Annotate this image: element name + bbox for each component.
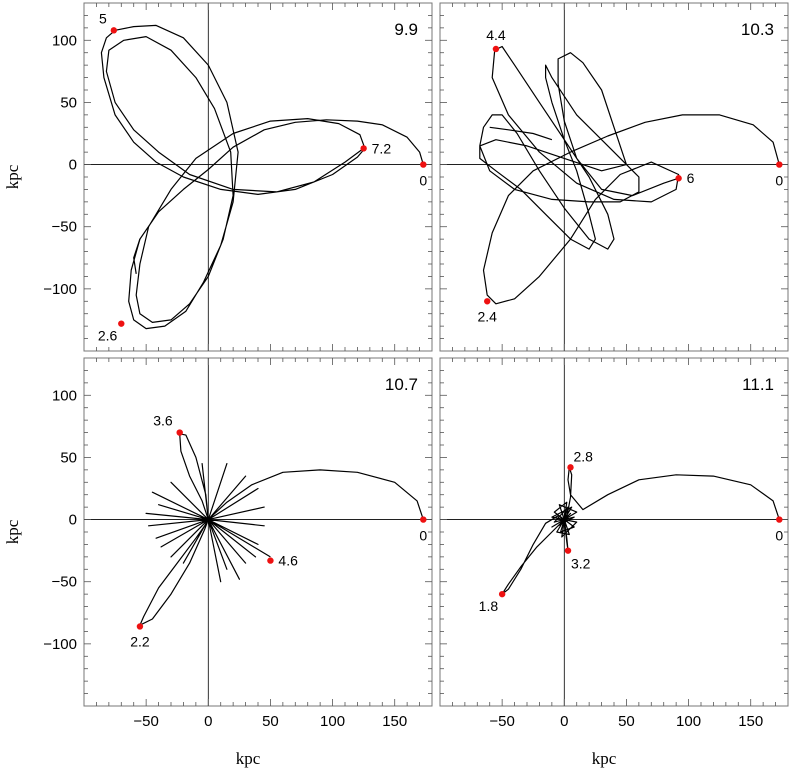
- time-marker: [498, 590, 506, 598]
- time-marker-label: 0: [775, 173, 783, 189]
- time-marker: [776, 516, 783, 523]
- x-tick-label: 100: [676, 713, 701, 730]
- x-tick-label: 0: [560, 713, 568, 730]
- y-tick-label: −100: [43, 281, 77, 298]
- time-marker-label: 1.8: [479, 598, 499, 614]
- time-marker: [564, 547, 572, 554]
- x-tick-label: 0: [204, 713, 212, 730]
- y-tick-label: 0: [69, 512, 77, 529]
- time-marker: [492, 45, 500, 53]
- orbit-line: [100, 24, 424, 330]
- x-tick-label: 50: [262, 713, 279, 730]
- panel-frame: [439, 357, 789, 707]
- time-marker: [567, 464, 574, 471]
- time-marker-label: 0: [419, 528, 427, 544]
- time-marker-label: 4.4: [486, 27, 506, 43]
- panel-2: 10.3 0 6 4.4 2.4: [439, 2, 789, 352]
- orbit-trail: [133, 238, 141, 274]
- x-tick-label: 50: [618, 713, 635, 730]
- time-marker: [176, 429, 183, 436]
- x-tick-label: 100: [320, 713, 345, 730]
- panel-3: −100 −50 0 50 100 kpc −50 0 50 100 150 kpc 10.7 0 4.6 3…: [3, 357, 433, 768]
- time-marker-label: 7.2: [372, 140, 392, 156]
- y-tick-label: 100: [52, 387, 77, 404]
- time-marker-label: 2.6: [98, 328, 118, 344]
- time-marker: [136, 623, 144, 630]
- x-axis-title: kpc: [236, 749, 261, 768]
- orbit-line: [479, 45, 780, 305]
- panel-label: 10.7: [385, 375, 418, 394]
- time-marker: [675, 175, 682, 182]
- x-tick-label: −50: [489, 713, 514, 730]
- orbit-line: [139, 433, 424, 626]
- time-marker-label: 2.8: [574, 448, 594, 464]
- time-marker: [484, 298, 491, 305]
- panel-frame: [439, 2, 789, 352]
- x-tick-label: −50: [133, 713, 158, 730]
- y-tick-label: 50: [60, 94, 77, 111]
- y-tick-label: −50: [52, 574, 77, 591]
- orbit-line: [501, 466, 780, 595]
- y-tick-label: −100: [43, 636, 77, 653]
- y-tick-label: 50: [60, 449, 77, 466]
- x-tick-label: 150: [738, 713, 763, 730]
- y-tick-label: 0: [69, 157, 77, 174]
- panel-4: −50 0 50 100 150 kpc 11.1 0 2.8 3.2 1.8: [439, 357, 789, 768]
- time-marker-label: 4.6: [278, 553, 298, 569]
- panel-label: 11.1: [742, 375, 774, 394]
- time-marker-label: 2.4: [477, 308, 497, 324]
- panel-label: 9.9: [394, 20, 418, 39]
- time-marker-label: 0: [419, 173, 427, 189]
- time-marker-label: 3.6: [153, 413, 173, 429]
- time-marker: [267, 557, 274, 564]
- panel-label: 10.3: [741, 20, 774, 39]
- x-axis-title: kpc: [592, 749, 617, 768]
- y-tick-label: 100: [52, 32, 77, 49]
- y-axis-title: kpc: [3, 519, 22, 544]
- time-marker: [420, 516, 427, 523]
- y-tick-label: −50: [52, 219, 77, 236]
- time-marker: [110, 27, 118, 34]
- panel-1: −100 −50 0 50 100 kpc 9.9 0 7.2 5 2.6: [3, 2, 433, 352]
- time-marker-label: 6: [687, 170, 695, 186]
- time-marker: [776, 161, 783, 168]
- time-marker: [360, 145, 367, 152]
- time-marker: [118, 320, 125, 327]
- time-marker-label: 2.2: [130, 633, 150, 649]
- panel-frame: [83, 357, 433, 707]
- x-tick-label: 150: [382, 713, 407, 730]
- time-marker-label: 3.2: [571, 556, 591, 572]
- panel-frame: [83, 2, 433, 352]
- time-marker-label: 5: [99, 10, 107, 26]
- time-marker: [420, 161, 427, 168]
- time-marker-label: 0: [775, 528, 783, 544]
- y-axis-title: kpc: [3, 164, 22, 189]
- orbit-trail: [489, 126, 553, 141]
